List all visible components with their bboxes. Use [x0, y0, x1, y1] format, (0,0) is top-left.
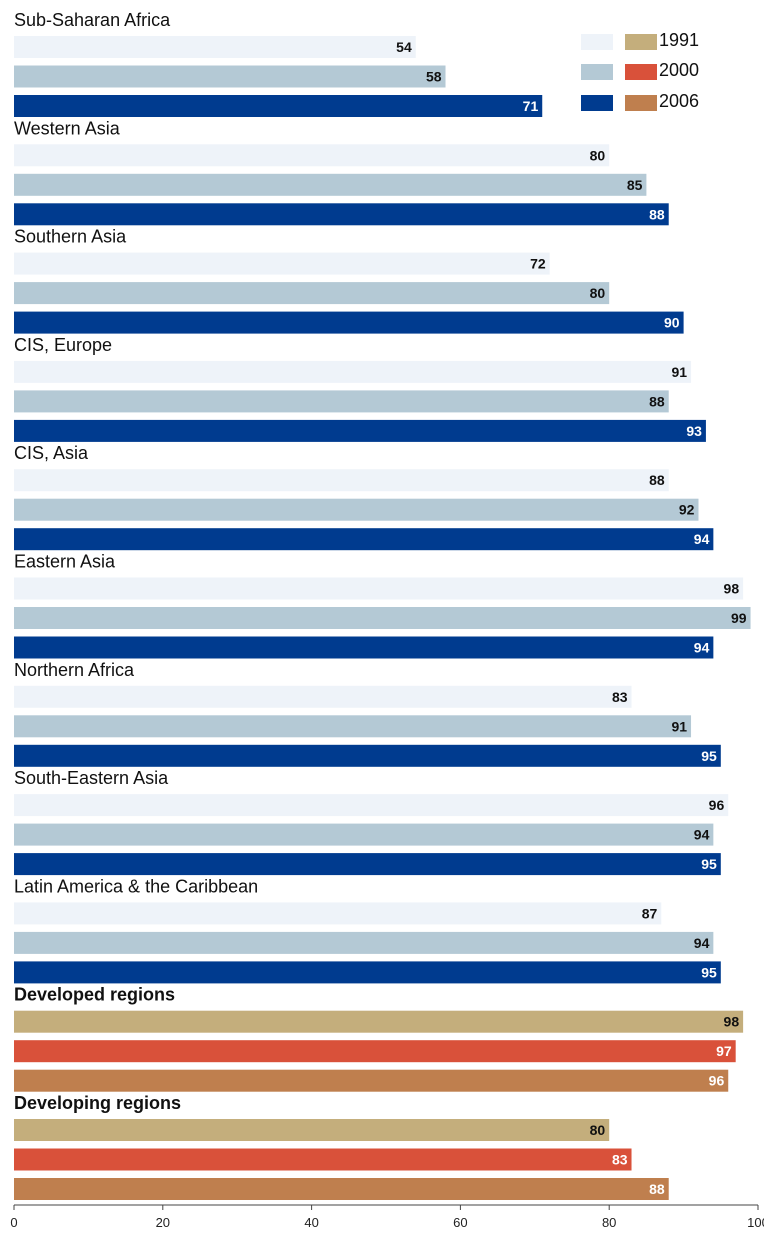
- data-label-eastern-asia-1991: 98: [724, 581, 740, 597]
- group-label-cis-asia: CIS, Asia: [14, 443, 89, 463]
- data-label-south-eastern-asia-2006: 95: [701, 856, 717, 872]
- bar-northern-africa-1991: [14, 685, 632, 708]
- bar-southern-asia-2000: [14, 282, 610, 305]
- group-label-sub-saharan-africa: Sub-Saharan Africa: [14, 10, 171, 30]
- bar-south-eastern-asia-2000: [14, 823, 714, 846]
- x-tick-label-40: 40: [304, 1215, 318, 1230]
- bar-southern-asia-2006: [14, 311, 684, 334]
- bar-sub-saharan-africa-1991: [14, 36, 416, 58]
- bar-developing-regions-2006: [14, 1178, 669, 1200]
- legend: 1991 2000 2006: [581, 30, 751, 124]
- data-label-western-asia-2006: 88: [649, 206, 665, 222]
- group-label-cis-europe: CIS, Europe: [14, 335, 112, 355]
- group-label-latin-america-the-caribbean: Latin America & the Caribbean: [14, 876, 258, 896]
- data-label-cis-asia-1991: 88: [649, 472, 665, 488]
- legend-swatch-2000-dark: [625, 64, 657, 80]
- legend-swatch-1991-light: [581, 34, 613, 50]
- legend-label-2000: 2000: [659, 60, 700, 80]
- bar-western-asia-1991: [14, 144, 610, 167]
- data-label-south-eastern-asia-1991: 96: [709, 797, 725, 813]
- bar-western-asia-2006: [14, 203, 669, 226]
- x-tick-label-20: 20: [156, 1215, 170, 1230]
- bar-latin-america-the-caribbean-2000: [14, 931, 714, 954]
- bar-eastern-asia-2000: [14, 607, 751, 629]
- group-label-eastern-asia: Eastern Asia: [14, 552, 116, 572]
- bar-cis-asia-2000: [14, 498, 699, 521]
- data-label-cis-europe-1991: 91: [671, 364, 687, 380]
- group-label-southern-asia: Southern Asia: [14, 227, 127, 247]
- legend-swatch-2006-light: [581, 95, 613, 111]
- data-label-southern-asia-2006: 90: [664, 315, 680, 331]
- bar-cis-europe-2000: [14, 390, 669, 413]
- data-label-developing-regions-1991: 80: [590, 1122, 606, 1138]
- bar-cis-europe-1991: [14, 360, 692, 383]
- group-label-developed-regions: Developed regions: [14, 985, 175, 1005]
- data-label-sub-saharan-africa-2000: 58: [426, 69, 442, 85]
- data-label-western-asia-2000: 85: [627, 177, 643, 193]
- bar-southern-asia-1991: [14, 252, 550, 275]
- data-label-northern-africa-2006: 95: [701, 748, 717, 764]
- data-label-developed-regions-1991: 98: [724, 1014, 740, 1030]
- bar-cis-asia-2006: [14, 528, 714, 551]
- data-label-cis-europe-2000: 88: [649, 393, 665, 409]
- bar-developed-regions-2006: [14, 1069, 729, 1092]
- data-label-cis-asia-2000: 92: [679, 502, 695, 518]
- data-label-cis-europe-2006: 93: [686, 423, 702, 439]
- bar-south-eastern-asia-1991: [14, 794, 729, 817]
- bar-eastern-asia-1991: [14, 577, 744, 600]
- data-label-southern-asia-1991: 72: [530, 256, 546, 272]
- group-label-northern-africa: Northern Africa: [14, 660, 135, 680]
- bar-northern-africa-2000: [14, 715, 692, 738]
- data-label-latin-america-the-caribbean-1991: 87: [642, 905, 658, 921]
- data-label-developing-regions-2000: 83: [612, 1152, 628, 1168]
- data-label-latin-america-the-caribbean-2000: 94: [694, 935, 710, 951]
- data-label-eastern-asia-2006: 94: [694, 640, 710, 656]
- bar-developing-regions-1991: [14, 1119, 610, 1141]
- data-label-developed-regions-2006: 96: [709, 1073, 725, 1089]
- bar-northern-africa-2006: [14, 744, 721, 767]
- bar-developed-regions-1991: [14, 1010, 744, 1033]
- data-label-developed-regions-2000: 97: [716, 1043, 732, 1059]
- data-label-cis-asia-2006: 94: [694, 531, 710, 547]
- data-label-latin-america-the-caribbean-2006: 95: [701, 964, 717, 980]
- bar-latin-america-the-caribbean-1991: [14, 902, 662, 925]
- legend-swatch-1991-dark: [625, 34, 657, 50]
- data-label-southern-asia-2000: 80: [590, 285, 606, 301]
- x-tick-label-100: 100: [747, 1215, 764, 1230]
- legend-label-2006: 2006: [659, 91, 700, 111]
- data-label-developing-regions-2006: 88: [649, 1181, 665, 1197]
- data-label-south-eastern-asia-2000: 94: [694, 827, 710, 843]
- legend-label-1991: 1991: [659, 30, 700, 50]
- data-label-northern-africa-1991: 83: [612, 689, 628, 705]
- legend-swatch-2000-light: [581, 64, 613, 80]
- bar-latin-america-the-caribbean-2006: [14, 961, 721, 984]
- bar-sub-saharan-africa-2000: [14, 65, 446, 88]
- data-label-western-asia-1991: 80: [590, 147, 606, 163]
- x-tick-label-60: 60: [453, 1215, 467, 1230]
- legend-swatch-2006-dark: [625, 95, 657, 111]
- bar-sub-saharan-africa-2006: [14, 95, 543, 117]
- group-label-western-asia: Western Asia: [14, 118, 121, 138]
- data-label-sub-saharan-africa-1991: 54: [396, 39, 412, 55]
- x-tick-label-80: 80: [602, 1215, 616, 1230]
- x-tick-label-0: 0: [10, 1215, 17, 1230]
- bar-cis-asia-1991: [14, 469, 669, 492]
- bar-developed-regions-2000: [14, 1040, 736, 1063]
- bar-eastern-asia-2006: [14, 636, 714, 659]
- data-label-northern-africa-2000: 91: [671, 718, 687, 734]
- data-label-eastern-asia-2000: 99: [731, 610, 747, 626]
- group-label-developing-regions: Developing regions: [14, 1093, 181, 1113]
- group-label-south-eastern-asia: South-Eastern Asia: [14, 768, 169, 788]
- data-label-sub-saharan-africa-2006: 71: [523, 98, 539, 114]
- bar-developing-regions-2000: [14, 1148, 632, 1171]
- bar-cis-europe-2006: [14, 419, 706, 442]
- bar-south-eastern-asia-2006: [14, 853, 721, 876]
- bar-western-asia-2000: [14, 173, 647, 196]
